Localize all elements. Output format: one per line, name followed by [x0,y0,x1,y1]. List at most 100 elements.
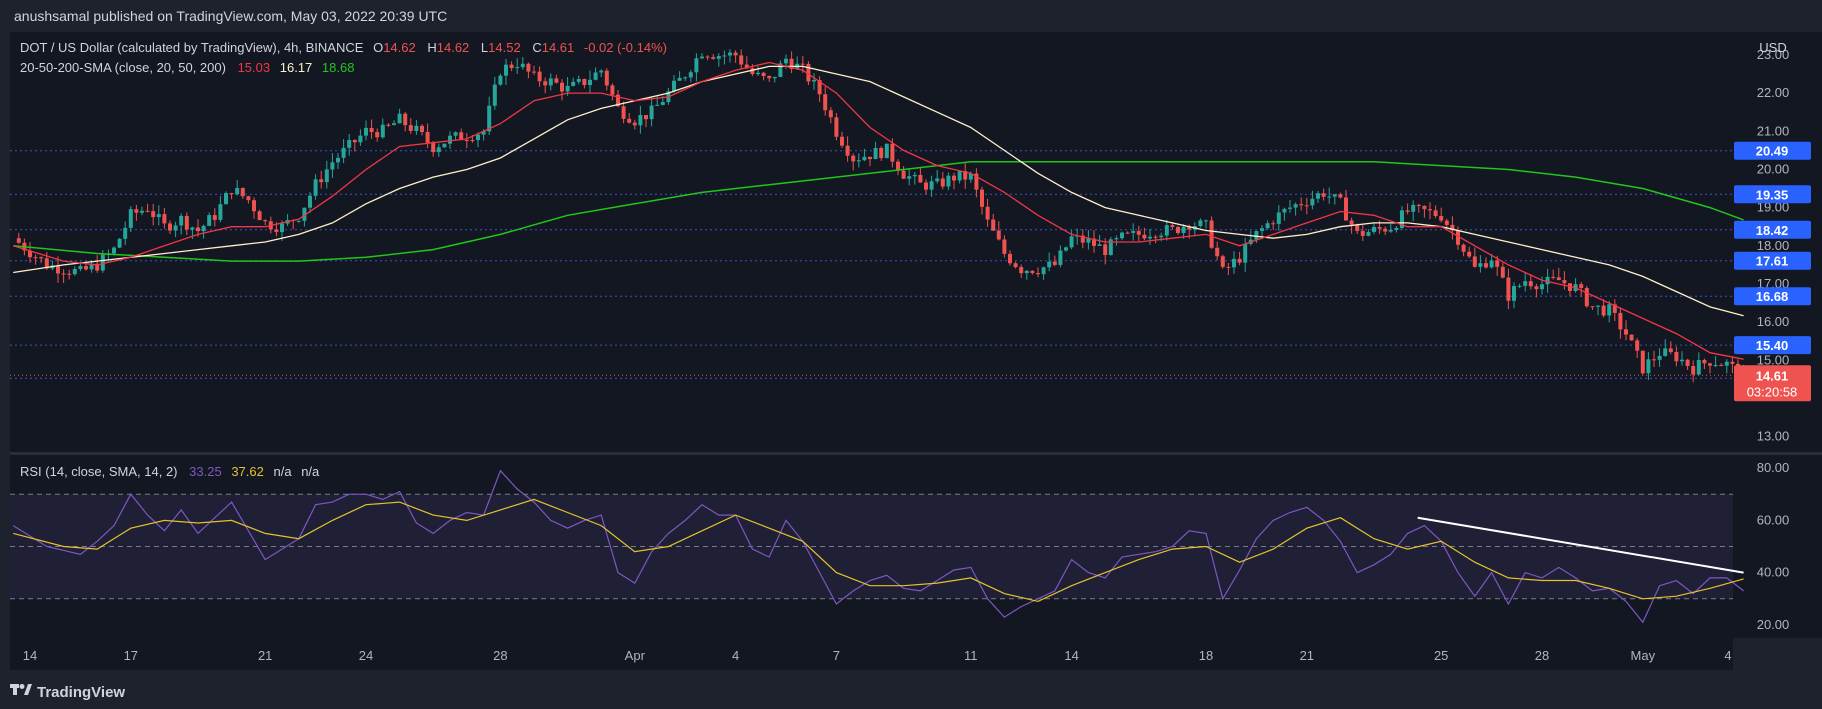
level-price-tag [1734,220,1811,239]
candle-body [868,156,872,160]
level-price-text: 15.40 [1756,338,1789,353]
candle-body [638,114,643,126]
candle-body [1131,231,1136,233]
candle-body [78,266,83,269]
candle-body [280,223,284,233]
candle-body [44,258,49,269]
candle-body [1590,306,1595,308]
candle-body [403,113,408,126]
candle-body [1579,284,1584,288]
candle-body [33,257,38,259]
candle-body [257,211,262,221]
candle-body [1327,196,1332,198]
candle-body [929,181,934,190]
time-tick-label: 17 [124,648,138,663]
price-pane[interactable] [10,32,1733,452]
candle-body [431,142,436,153]
candle-body [1164,225,1169,236]
change-value: -0.02 (-0.14%) [584,40,667,55]
candle-body [1517,285,1522,287]
candle-body [436,147,441,153]
candle-body [1495,260,1500,267]
candle-body [1433,210,1438,217]
candle-body [935,178,940,182]
candle-body [1187,226,1192,230]
candle-body [380,124,385,138]
candle-body [660,101,665,105]
candle-body [767,76,772,79]
candle-body [352,139,357,143]
candle-body [565,85,570,92]
candle-body [1400,210,1404,228]
candle-body [1383,228,1388,232]
candle-body [470,140,475,142]
candle-body [364,127,368,136]
brand-logo[interactable]: TradingView [0,670,200,709]
candle-body [1226,266,1231,268]
candle-body [761,72,766,77]
candle-body [1047,261,1052,268]
candle-body [1730,361,1735,364]
sma200-value: 18.68 [322,60,355,75]
candle-body [324,169,329,183]
y-axis-labels-layer: 23.0022.0021.0020.0019.0018.0017.0016.00… [1757,47,1790,632]
candle-body [1355,224,1360,231]
candle-body [1719,365,1724,367]
candle-body [884,143,889,159]
candle-body [1607,304,1612,316]
rsi-tick-label: 40.00 [1757,565,1790,580]
candle-body [95,263,100,271]
candle-body [1467,251,1472,257]
candle-body [464,140,469,142]
candle-body [1556,277,1561,281]
candle-body [806,63,811,82]
candle-body [1114,238,1119,240]
rsi-line [12,469,1744,624]
level-price-tag [1734,185,1811,204]
candle-body [677,77,682,81]
candle-body [386,124,391,126]
candle-body [599,70,604,73]
candle-body [739,55,744,65]
candle-body [84,266,88,270]
price-tick-label: 21.00 [1757,123,1790,138]
candle-body [912,174,917,177]
brand-name: TradingView [37,684,125,701]
candle-body [940,178,945,187]
candle-body [1299,204,1304,206]
candle-body [414,125,419,132]
candle-body [604,70,609,86]
candle-body [1008,253,1012,264]
last-price-text: 14.61 [1756,368,1789,383]
publish-header: anushsamal published on TradingView.com,… [0,0,1822,32]
candle-body [901,170,906,179]
candle-body [156,214,161,218]
sma50-line [13,65,1744,317]
candle-body [1282,208,1287,213]
candle-body [1523,281,1528,286]
candle-body [252,200,256,212]
rsi-ma-value: 37.62 [231,464,264,479]
time-tick-label: 11 [964,648,978,663]
time-tick-label: 25 [1434,648,1448,663]
level-price-tag [1734,336,1811,355]
currency-label[interactable]: USD [1759,40,1786,55]
candle-body [627,118,632,123]
candle-body [173,225,178,231]
candle-body [924,182,928,190]
price-legend: DOT / US Dollar (calculated by TradingVi… [20,40,667,55]
time-tick-label: 7 [833,648,840,663]
candle-body [1657,355,1662,360]
rsi-lines-layer [12,469,1744,624]
time-axis[interactable] [10,638,1733,670]
candle-body [1344,197,1348,221]
candle-body [532,71,536,73]
high-value: 14.62 [437,40,470,55]
candle-body [1668,348,1673,353]
candle-body [834,117,839,137]
price-axis[interactable] [1733,32,1822,638]
candle-body [890,143,895,162]
candle-body [1545,276,1550,285]
candle-body [140,210,144,213]
